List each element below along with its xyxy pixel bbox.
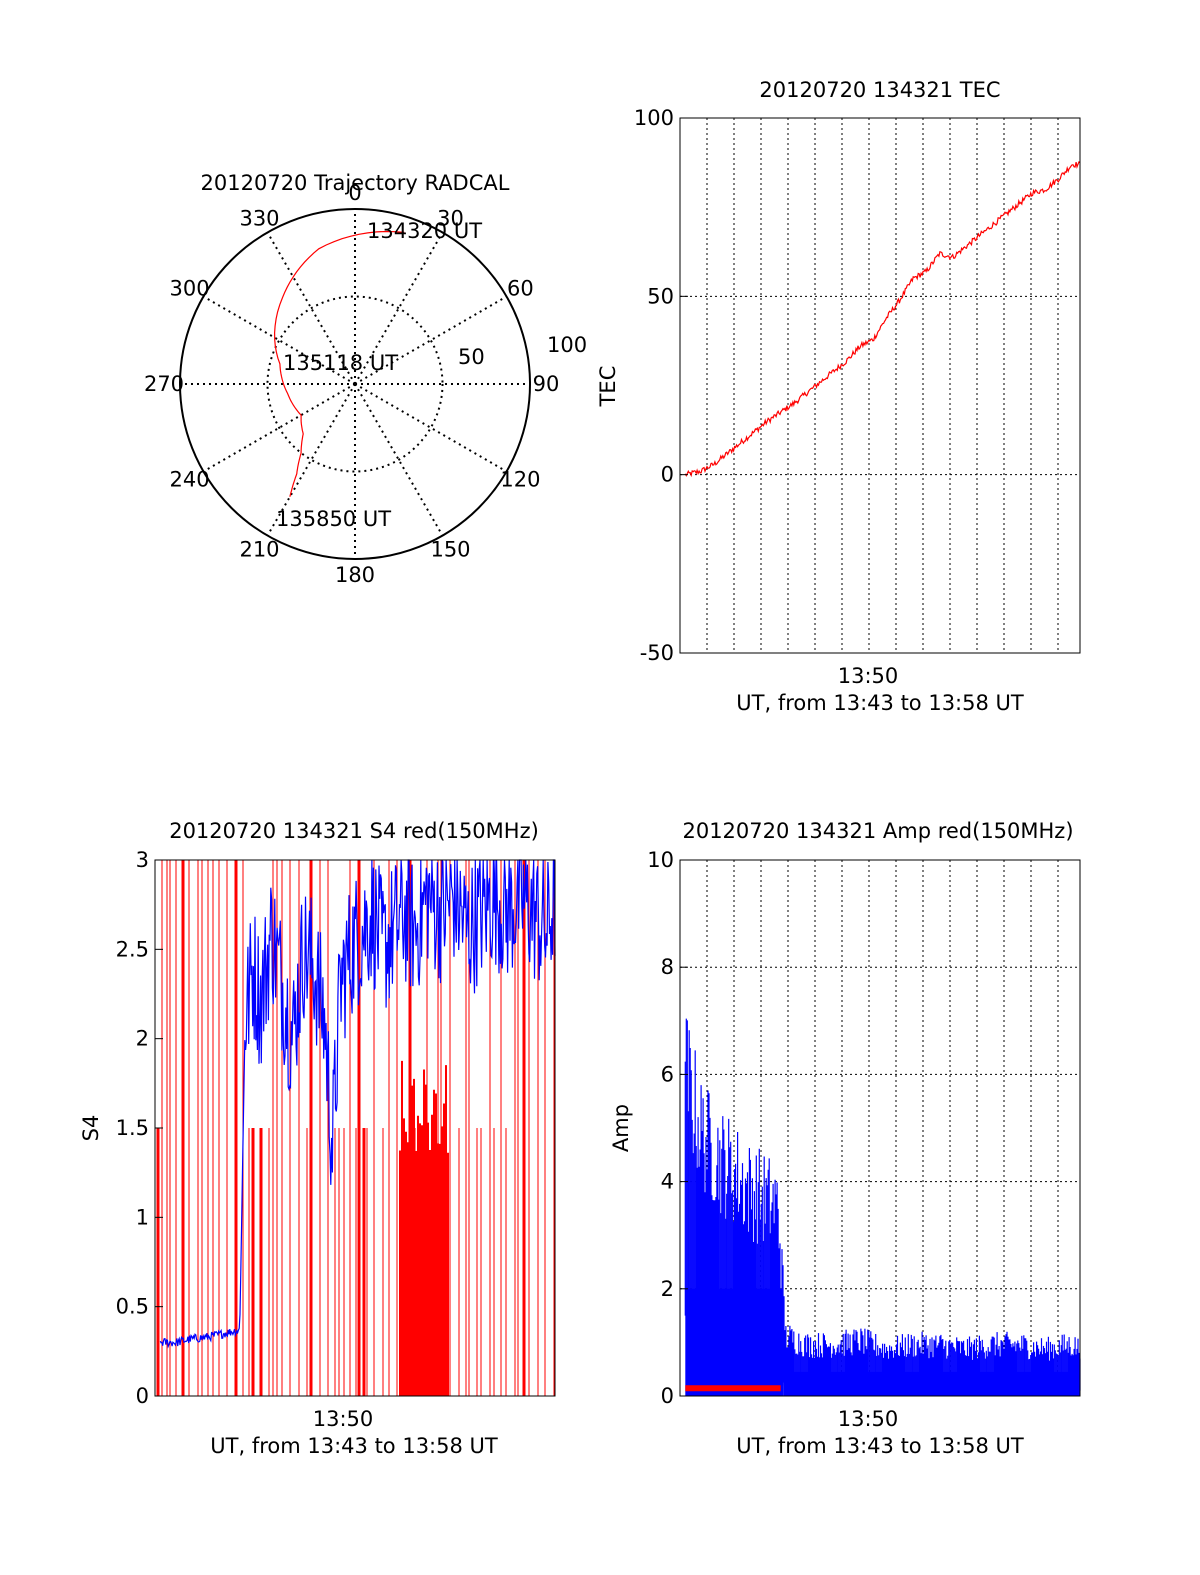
y-tick-label: 100 bbox=[634, 106, 674, 130]
polar-angle-label-270: 270 bbox=[144, 372, 184, 396]
amp-blue-base bbox=[783, 1371, 1080, 1396]
tec-x-axis-label: UT, from 13:43 to 13:58 UT bbox=[736, 691, 1024, 715]
trajectory-end-label: 135850 UT bbox=[276, 507, 391, 531]
y-tick-label: 0 bbox=[661, 1384, 674, 1408]
tec-series-line bbox=[684, 160, 1081, 478]
amp-x-axis-label: UT, from 13:43 to 13:58 UT bbox=[736, 1434, 1024, 1458]
y-tick-label: 2 bbox=[136, 1027, 149, 1051]
s4-y-axis-label: S4 bbox=[79, 1115, 103, 1142]
y-tick-label: 4 bbox=[661, 1170, 674, 1194]
polar-angle-label-60: 60 bbox=[507, 277, 534, 301]
tec-y-axis-label: TEC bbox=[596, 366, 620, 408]
y-tick-label: 0 bbox=[661, 463, 674, 487]
tec-title: 20120720 134321 TEC bbox=[759, 78, 1000, 102]
y-tick-label: 1.5 bbox=[116, 1116, 149, 1140]
s4-title: 20120720 134321 S4 red(150MHz) bbox=[169, 819, 539, 843]
polar-grid-circle bbox=[266, 295, 444, 473]
polar-angle-label-0: 0 bbox=[348, 181, 361, 205]
polar-grid bbox=[179, 208, 531, 560]
polar-spoke bbox=[202, 383, 356, 473]
tec-y-ticks: -50 0 50 100 bbox=[634, 106, 688, 665]
y-tick-label: 50 bbox=[647, 284, 674, 308]
polar-spoke bbox=[202, 295, 356, 385]
trajectory-start-label: 134320 UT bbox=[367, 219, 482, 243]
polar-angle-labels: 0 30 60 90 120 150 180 210 240 270 300 330 bbox=[144, 181, 559, 587]
s4-plot-frame bbox=[154, 859, 556, 1397]
trajectory-polar-chart: 20120720 Trajectory RADCAL 0 30 60 90 120 150… bbox=[144, 171, 587, 587]
polar-angle-label-210: 210 bbox=[239, 537, 279, 561]
trajectory-middle-label: 135118 UT bbox=[283, 351, 398, 375]
y-tick-label: 0.5 bbox=[116, 1295, 149, 1319]
amp-x-tick-label: 13:50 bbox=[838, 1407, 899, 1431]
polar-spoke bbox=[266, 383, 356, 537]
polar-spoke bbox=[266, 231, 356, 385]
amp-blue-dense-block bbox=[685, 1288, 784, 1396]
polar-spoke bbox=[354, 231, 444, 385]
polar-spoke bbox=[354, 295, 508, 385]
y-tick-label: 0 bbox=[136, 1384, 149, 1408]
amp-chart: 20120720 134321 Amp red(150MHz) 0246810 … bbox=[609, 819, 1081, 1458]
s4-x-axis-label: UT, from 13:43 to 13:58 UT bbox=[210, 1434, 498, 1458]
polar-angle-label-30: 30 bbox=[437, 207, 464, 231]
y-tick-label: 1 bbox=[136, 1205, 149, 1229]
trajectory-line bbox=[273, 230, 405, 497]
polar-angle-label-300: 300 bbox=[170, 277, 210, 301]
y-tick-label: 8 bbox=[661, 955, 674, 979]
polar-angle-label-150: 150 bbox=[430, 537, 470, 561]
s4-blue-series-line bbox=[159, 859, 556, 1349]
y-tick-label: 2.5 bbox=[116, 937, 149, 961]
amp-y-ticks: 0 2 4 6 8 10 bbox=[647, 848, 688, 1408]
polar-spoke bbox=[354, 383, 444, 537]
s4-y-ticks: 0 0.5 1 1.5 2 2.5 3 bbox=[116, 848, 163, 1408]
polar-angle-label-90: 90 bbox=[533, 372, 560, 396]
amp-y-axis-label: Amp bbox=[609, 1104, 633, 1152]
y-tick-label: -50 bbox=[640, 641, 674, 665]
trajectory-title: 20120720 Trajectory RADCAL bbox=[201, 171, 510, 195]
radial-label-50: 50 bbox=[458, 345, 485, 369]
polar-angle-label-330: 330 bbox=[239, 207, 279, 231]
tec-x-tick-label: 13:50 bbox=[838, 664, 899, 688]
y-tick-label: 2 bbox=[661, 1277, 674, 1301]
polar-angle-label-120: 120 bbox=[500, 468, 540, 492]
s4-x-tick-label: 13:50 bbox=[313, 1407, 374, 1431]
polar-angle-label-240: 240 bbox=[170, 468, 210, 492]
s4-chart: 20120720 134321 S4 red(150MHz) 0 0.5 1 1.5 2… bbox=[79, 819, 556, 1458]
tec-plot-frame bbox=[679, 117, 1081, 654]
s4-red-series bbox=[156, 860, 555, 1396]
tec-grid bbox=[680, 118, 1080, 653]
polar-angle-label-180: 180 bbox=[335, 563, 375, 587]
amp-plot-frame bbox=[679, 859, 1081, 1397]
polar-spoke bbox=[354, 383, 508, 473]
radial-label-100: 100 bbox=[547, 333, 587, 357]
y-tick-label: 3 bbox=[136, 848, 149, 872]
y-tick-label: 6 bbox=[661, 1062, 674, 1086]
amp-title: 20120720 134321 Amp red(150MHz) bbox=[682, 819, 1073, 843]
amp-blue-series bbox=[684, 1018, 1081, 1396]
y-tick-label: 10 bbox=[647, 848, 674, 872]
tec-chart: 20120720 134321 TEC -50 0 50 100 13:50 UT, … bbox=[596, 78, 1081, 715]
